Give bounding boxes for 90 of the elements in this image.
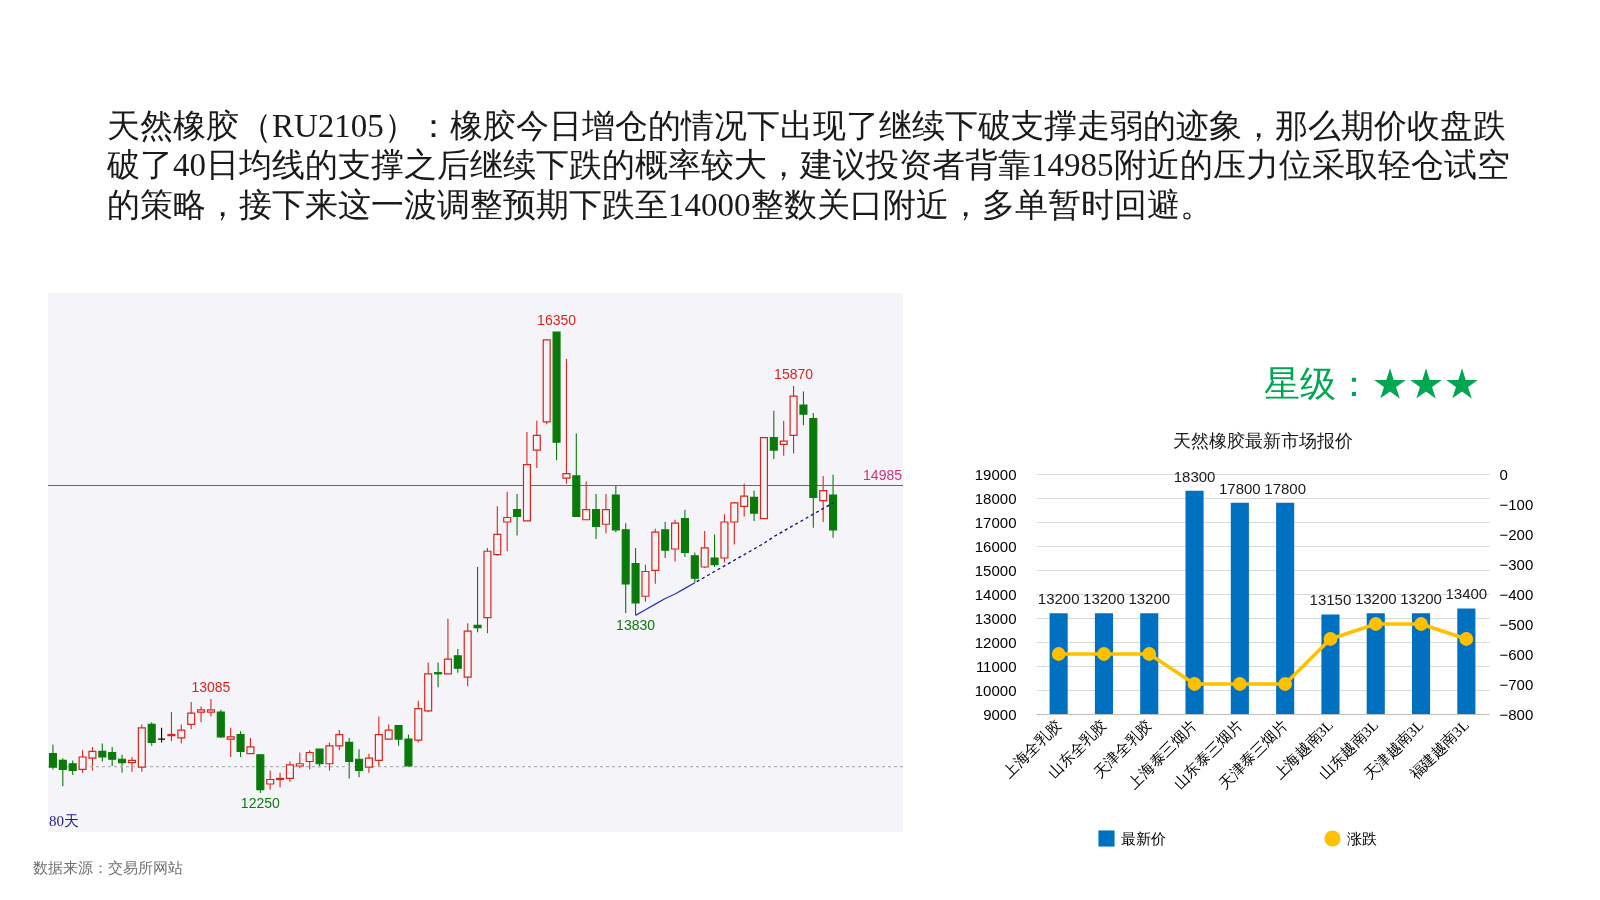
data-label: 18300 [1173,467,1216,485]
candlestick [236,730,245,758]
point [1323,632,1338,646]
y2-tick-label: −800 [1499,705,1534,723]
candlestick [592,493,601,540]
candlestick [266,769,275,791]
data-label: 17800 [1218,479,1261,497]
candlestick [276,772,285,788]
y-tick-label: 13000 [974,609,1017,627]
y2-tick-label: −700 [1499,675,1534,693]
text: 天然橡胶（RU2105）：橡胶今日增仓的情况下出现了继续下破支撑走弱的迹象，那么期价收盘跌破了40日均线的支撑之后继续下跌的概率较大，建议投资者背靠14985附近的压力位采取轻仓试空的策略，接下来这一波调整预期下跌至14000整数关口附近，多单暂时回避。 [106,107,1510,223]
candlestick [601,493,610,534]
legend-label: 涨跌 [1347,830,1377,847]
candlestick [226,727,235,758]
y-tick-label: 14000 [974,585,1017,603]
point [1368,617,1383,631]
annotation: 15870 [774,365,814,382]
y-tick-label: 15000 [974,561,1017,579]
point [1459,632,1474,646]
candlestick [355,748,364,778]
candlestick [582,480,591,521]
y2-tick-label: −200 [1499,525,1534,543]
candlestick [710,533,719,568]
annotation: 13830 [616,617,656,634]
candlestick [58,757,67,787]
annotation: 16350 [537,312,577,328]
y2-tick-label: −500 [1499,615,1534,633]
candlestick [750,489,759,522]
candlestick [532,420,541,469]
y2-tick-label: −400 [1499,585,1534,603]
candlestick [661,521,670,559]
data-label: 13200 [1037,590,1080,608]
data-label: 17800 [1264,479,1307,497]
candlestick [503,491,512,552]
data-label: 13200 [1354,590,1397,608]
source-note: 数据来源：交易所网站 [33,860,183,876]
candlestick [690,551,699,584]
data-label: 13400 [1445,585,1488,603]
candlestick [434,662,443,688]
candlestick [108,746,117,767]
candlestick [473,566,482,633]
candlestick [443,618,452,675]
candlestick [187,701,196,730]
point [1414,617,1428,631]
data-label: 13200 [1128,590,1171,608]
candlestick [48,744,57,770]
candlestick [513,493,522,537]
legend-label: 最新价 [1121,830,1166,847]
candlestick [364,753,373,774]
candlestick [799,391,808,426]
candlestick [769,410,778,460]
data-label: 13200 [1400,590,1442,608]
candlestick [147,721,156,747]
y-tick-label: 10000 [974,681,1017,699]
text: 80天 [49,813,79,829]
candlestick [285,760,294,783]
y-tick-label: 12000 [974,633,1017,651]
point [1142,647,1157,661]
y-tick-label: 18000 [974,489,1017,507]
candlestick [740,483,749,517]
y-tick-label: 17000 [974,513,1017,531]
data-label: 13150 [1309,591,1352,609]
candlestick [197,705,206,723]
y-tick-label: 11000 [975,657,1017,675]
candlestick [345,737,354,779]
candlestick [700,530,709,569]
candlestick [453,648,462,674]
data-label: 13200 [1083,590,1125,608]
candlestick [819,475,828,523]
y-tick-label: 19000 [974,465,1017,483]
point [1232,677,1247,691]
annotation: 13085 [191,679,231,696]
y-tick-label: 16000 [974,537,1017,555]
candlestick [305,749,314,770]
point [1097,647,1111,661]
y2-tick-label: −100 [1499,495,1534,513]
y-tick-label: 9000 [983,705,1017,723]
candlestick [779,420,788,457]
point [1051,647,1066,661]
y2-tick-label: −300 [1499,555,1534,573]
candlestick [562,358,571,485]
chart-title: 天然橡胶最新市场报价 [1172,431,1353,451]
point [1187,677,1202,691]
point [1278,677,1293,691]
annotation: 12250 [240,795,280,811]
candlestick [206,698,215,718]
text: 星级：★★★ [1264,363,1480,404]
ref-line-label: 14985 [863,467,903,484]
y2-tick-label: −600 [1499,645,1534,663]
y2-tick-label: 0 [1499,465,1508,483]
